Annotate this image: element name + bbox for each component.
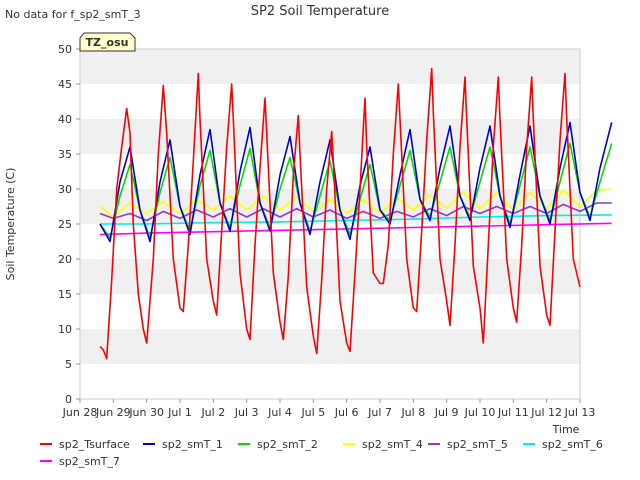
x-tick-label: Jul 10 xyxy=(464,406,496,419)
series-line-sp2-smT-7 xyxy=(99,222,612,236)
y-tick-label: 45 xyxy=(58,78,72,91)
legend-label: sp2_smT_6 xyxy=(542,438,603,451)
grid-band xyxy=(80,259,580,294)
series-line-sp2-Tsurface xyxy=(99,67,581,360)
x-tick-label: Jul 11 xyxy=(497,406,529,419)
x-tick-label: Jul 8 xyxy=(400,406,425,419)
x-tick-label: Jul 6 xyxy=(334,406,359,419)
x-tick-label: Jul 3 xyxy=(234,406,259,419)
x-tick-label: Jul 9 xyxy=(434,406,459,419)
y-tick-label: 50 xyxy=(58,43,72,56)
series-lines xyxy=(99,67,613,360)
legend-item-sp2-Tsurface: sp2_Tsurface xyxy=(40,438,130,451)
legend-item-sp2-smT-2: sp2_smT_2 xyxy=(238,438,318,451)
y-tick-label: 15 xyxy=(58,288,72,301)
legend-label: sp2_Tsurface xyxy=(59,438,130,451)
y-axis-ticks: 0 5 10 15 20 25 30 35 40 45 50 xyxy=(58,43,80,406)
legend-label: sp2_smT_5 xyxy=(447,438,508,451)
x-tick-label: Jun 30 xyxy=(128,406,164,419)
y-tick-label: 5 xyxy=(65,358,72,371)
x-tick-label: Jul 12 xyxy=(530,406,562,419)
grid-band xyxy=(80,49,580,84)
site-badge: TZ_osu xyxy=(79,32,136,52)
y-tick-label: 30 xyxy=(58,183,72,196)
legend-item-sp2-smT-1: sp2_smT_1 xyxy=(143,438,223,451)
x-tick-label: Jun 29 xyxy=(95,406,131,419)
legend: sp2_Tsurface sp2_smT_1 sp2_smT_2 sp2_smT_4 s… xyxy=(40,438,603,468)
x-tick-label: Jun 28 xyxy=(62,406,98,419)
chart-title: SP2 Soil Temperature xyxy=(251,4,389,19)
series-line-sp2-smT-1 xyxy=(99,121,613,243)
x-tick-label: Jul 1 xyxy=(167,406,192,419)
grid-band xyxy=(80,329,580,364)
x-tick-label: Jul 5 xyxy=(300,406,325,419)
y-tick-label: 40 xyxy=(58,113,72,126)
legend-label: sp2_smT_1 xyxy=(162,438,223,451)
x-tick-label: Jul 4 xyxy=(267,406,292,419)
x-axis-label: Time xyxy=(552,423,580,436)
legend-item-sp2-smT-5: sp2_smT_5 xyxy=(428,438,508,451)
x-tick-label: Jul 7 xyxy=(367,406,392,419)
x-tick-label: Jul 2 xyxy=(200,406,225,419)
y-tick-label: 25 xyxy=(58,218,72,231)
plot-background-bands xyxy=(80,49,580,364)
y-tick-label: 0 xyxy=(65,393,72,406)
legend-item-sp2-smT-7: sp2_smT_7 xyxy=(40,455,120,468)
legend-label: sp2_smT_4 xyxy=(362,438,423,451)
legend-item-sp2-smT-4: sp2_smT_4 xyxy=(343,438,423,451)
y-tick-label: 35 xyxy=(58,148,72,161)
series-line-sp2-smT-4 xyxy=(99,188,612,218)
no-data-note: No data for f_sp2_smT_3 xyxy=(5,8,141,21)
y-tick-label: 10 xyxy=(58,323,72,336)
site-badge-label: TZ_osu xyxy=(86,36,129,49)
series-line-sp2-smT-6 xyxy=(100,214,612,225)
legend-label: sp2_smT_2 xyxy=(257,438,318,451)
legend-label: sp2_smT_7 xyxy=(59,455,120,468)
y-tick-label: 20 xyxy=(58,253,72,266)
y-axis-label: Soil Temperature (C) xyxy=(4,168,17,281)
legend-item-sp2-smT-6: sp2_smT_6 xyxy=(523,438,603,451)
x-tick-label: Jul 13 xyxy=(564,406,596,419)
